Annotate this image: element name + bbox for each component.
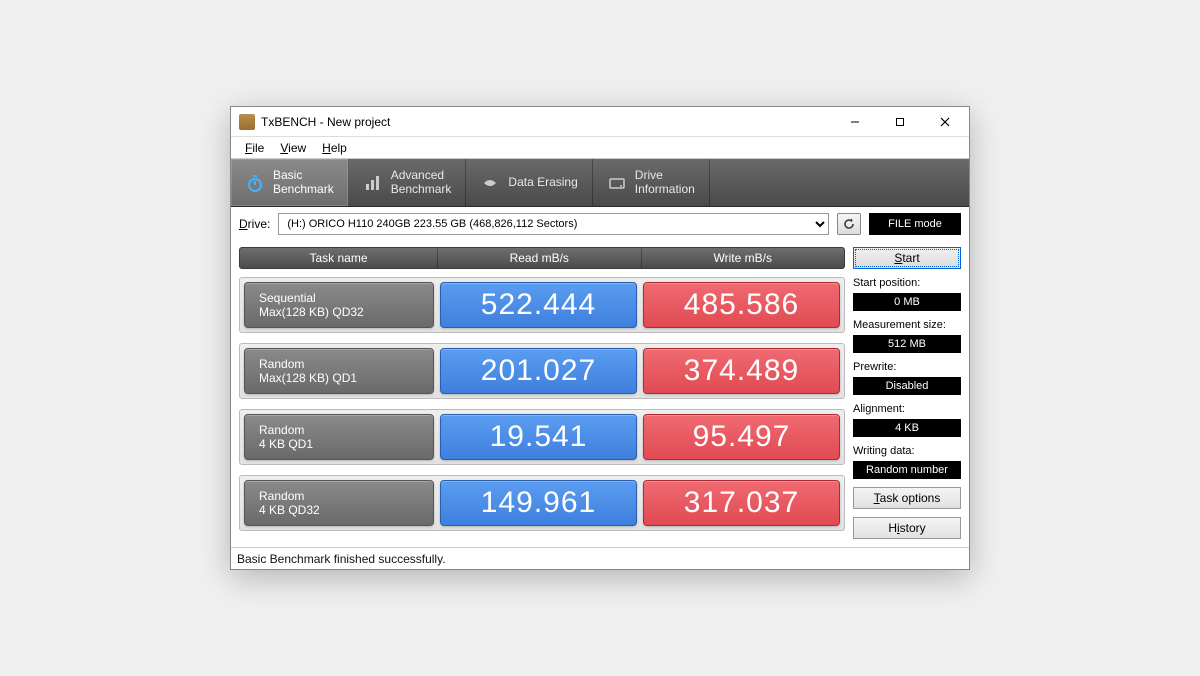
drive-label: Drive: <box>239 217 270 231</box>
tab-drive-information[interactable]: DriveInformation <box>593 159 710 206</box>
drive-select[interactable]: (H:) ORICO H110 240GB 223.55 GB (468,826… <box>278 213 829 235</box>
read-cell: 522.444 <box>440 282 637 328</box>
header-write: Write mB/s <box>642 248 845 268</box>
maximize-button[interactable] <box>877 108 922 136</box>
measurement-size-value[interactable]: 512 MB <box>853 335 961 353</box>
results-panel: Task name Read mB/s Write mB/s Sequentia… <box>239 247 845 539</box>
prewrite-value[interactable]: Disabled <box>853 377 961 395</box>
tab-label: Benchmark <box>273 182 334 196</box>
tab-label: Information <box>635 182 695 196</box>
reload-button[interactable] <box>837 213 861 235</box>
alignment-label: Alignment: <box>853 403 961 415</box>
minimize-button[interactable] <box>832 108 877 136</box>
window-title: TxBENCH - New project <box>261 115 832 129</box>
write-cell: 317.037 <box>643 480 840 526</box>
prewrite-label: Prewrite: <box>853 361 961 373</box>
start-position-value[interactable]: 0 MB <box>853 293 961 311</box>
writing-data-label: Writing data: <box>853 445 961 457</box>
header-task-name: Task name <box>240 248 438 268</box>
write-cell: 95.497 <box>643 414 840 460</box>
result-row: RandomMax(128 KB) QD1 201.027 374.489 <box>239 343 845 399</box>
side-panel: Start Start position: 0 MB Measurement s… <box>853 247 961 539</box>
content: Task name Read mB/s Write mB/s Sequentia… <box>231 241 969 547</box>
tabs: BasicBenchmark AdvancedBenchmark Data Er… <box>231 159 969 207</box>
read-cell: 149.961 <box>440 480 637 526</box>
task-name-cell: SequentialMax(128 KB) QD32 <box>244 282 434 328</box>
drive-icon <box>607 173 627 193</box>
header-read: Read mB/s <box>438 248 642 268</box>
tab-advanced-benchmark[interactable]: AdvancedBenchmark <box>349 159 467 206</box>
tab-label: Advanced <box>391 168 444 182</box>
tab-label: Benchmark <box>391 182 452 196</box>
task-name-cell: Random4 KB QD1 <box>244 414 434 460</box>
tab-data-erasing[interactable]: Data Erasing <box>466 159 592 206</box>
write-cell: 374.489 <box>643 348 840 394</box>
tab-label: Drive <box>635 168 663 182</box>
task-options-button[interactable]: Task options <box>853 487 961 509</box>
result-row: SequentialMax(128 KB) QD32 522.444 485.5… <box>239 277 845 333</box>
menubar: File View Help <box>231 137 969 159</box>
titlebar: TxBENCH - New project <box>231 107 969 137</box>
status-bar: Basic Benchmark finished successfully. <box>231 547 969 569</box>
app-window: TxBENCH - New project File View Help Bas… <box>230 106 970 570</box>
result-row: Random4 KB QD32 149.961 317.037 <box>239 475 845 531</box>
result-row: Random4 KB QD1 19.541 95.497 <box>239 409 845 465</box>
column-headers: Task name Read mB/s Write mB/s <box>239 247 845 269</box>
drive-bar: Drive: (H:) ORICO H110 240GB 223.55 GB (… <box>231 207 969 241</box>
start-position-label: Start position: <box>853 277 961 289</box>
erase-icon <box>480 173 500 193</box>
menu-view[interactable]: View <box>272 139 314 157</box>
history-button[interactable]: History <box>853 517 961 539</box>
menu-help[interactable]: Help <box>314 139 355 157</box>
read-cell: 201.027 <box>440 348 637 394</box>
app-icon <box>239 114 255 130</box>
tab-basic-benchmark[interactable]: BasicBenchmark <box>231 159 349 206</box>
start-button[interactable]: Start <box>853 247 961 269</box>
read-cell: 19.541 <box>440 414 637 460</box>
menu-file[interactable]: File <box>237 139 272 157</box>
stopwatch-icon <box>245 173 265 193</box>
tab-label: Basic <box>273 168 302 182</box>
close-button[interactable] <box>922 108 967 136</box>
task-name-cell: RandomMax(128 KB) QD1 <box>244 348 434 394</box>
alignment-value[interactable]: 4 KB <box>853 419 961 437</box>
write-cell: 485.586 <box>643 282 840 328</box>
tab-label: Data Erasing <box>508 175 577 189</box>
measurement-size-label: Measurement size: <box>853 319 961 331</box>
task-name-cell: Random4 KB QD32 <box>244 480 434 526</box>
reload-icon <box>842 217 856 231</box>
bars-icon <box>363 173 383 193</box>
writing-data-value[interactable]: Random number <box>853 461 961 479</box>
file-mode-button[interactable]: FILE mode <box>869 213 961 235</box>
result-rows: SequentialMax(128 KB) QD32 522.444 485.5… <box>239 277 845 531</box>
